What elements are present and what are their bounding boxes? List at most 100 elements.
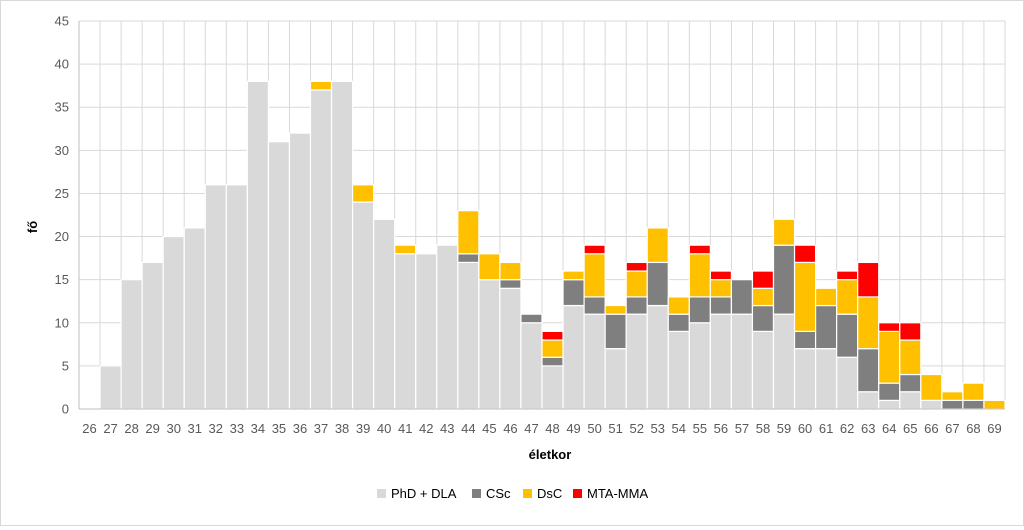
bar-segment	[688, 322, 711, 410]
bar-segment	[899, 373, 922, 393]
legend: PhD + DLA CSc DsC MTA-MMA	[377, 486, 648, 501]
bar-segment	[857, 391, 880, 410]
bar-segment	[604, 304, 627, 315]
x-tick-label: 56	[714, 421, 728, 436]
x-tick-label: 52	[629, 421, 643, 436]
x-tick-label: 26	[82, 421, 96, 436]
bar-segment	[899, 339, 922, 376]
bar-segment	[941, 399, 964, 410]
legend-label: CSc	[486, 486, 511, 501]
y-tick-label: 45	[55, 14, 69, 29]
bar-segment	[920, 399, 943, 410]
bar-segment	[941, 391, 964, 401]
bar-segment	[394, 244, 417, 255]
bar-segment	[857, 348, 880, 393]
bar-segment	[730, 313, 754, 410]
legend-swatch	[472, 489, 481, 498]
bar-segment	[520, 313, 543, 324]
bar-segment	[583, 244, 606, 255]
y-tick-label: 15	[55, 272, 69, 287]
x-tick-label: 45	[482, 421, 496, 436]
bar-segment	[857, 296, 880, 350]
x-tick-label: 66	[924, 421, 938, 436]
y-axis-title: fő	[25, 221, 40, 233]
bar-segment	[583, 296, 606, 315]
bar-segment	[793, 244, 817, 264]
bar-segment	[625, 296, 648, 315]
legend-swatch	[523, 489, 532, 498]
x-tick-label: 37	[314, 421, 328, 436]
bar-segment	[541, 356, 564, 367]
bar-segment	[646, 261, 669, 307]
y-tick-label: 5	[62, 358, 69, 373]
bar-segment	[878, 382, 901, 401]
bar-segment	[688, 244, 711, 255]
x-tick-label: 33	[230, 421, 244, 436]
bar-segment	[499, 261, 522, 281]
x-tick-label: 32	[209, 421, 223, 436]
y-tick-label: 40	[55, 57, 69, 72]
x-tick-label: 59	[777, 421, 791, 436]
bar-segment	[709, 296, 733, 315]
bar-segment	[878, 399, 901, 410]
bar-segment	[141, 261, 164, 410]
x-tick-label: 36	[293, 421, 307, 436]
bar-segment	[457, 261, 480, 410]
bar-segment	[204, 184, 227, 410]
bar-segment	[983, 399, 1006, 410]
bar-segment	[120, 279, 143, 410]
bar-segment	[478, 279, 501, 410]
bar-segment	[457, 210, 480, 255]
bar-segment	[688, 253, 711, 298]
x-tick-label: 41	[398, 421, 412, 436]
bar-segment	[857, 261, 880, 298]
bar-segment	[562, 304, 585, 410]
bar-segment	[267, 141, 291, 410]
bar-segment	[878, 322, 901, 332]
bar-segment	[709, 270, 733, 281]
x-tick-label: 62	[840, 421, 854, 436]
bar-segment	[373, 218, 396, 410]
x-tick-label: 54	[672, 421, 686, 436]
x-tick-label: 42	[419, 421, 433, 436]
bar-segment	[646, 304, 669, 410]
x-tick-label: 34	[251, 421, 265, 436]
bar-segment	[457, 253, 480, 264]
bar-segment	[962, 399, 985, 410]
x-tick-label: 47	[524, 421, 538, 436]
legend-label: MTA-MMA	[587, 486, 648, 501]
bar-segment	[583, 313, 606, 410]
x-tick-label: 44	[461, 421, 475, 436]
bar-segment	[351, 184, 375, 203]
bar-segment	[436, 244, 459, 410]
x-tick-label: 50	[587, 421, 601, 436]
x-tick-label: 55	[693, 421, 707, 436]
bar-segment	[899, 322, 922, 341]
x-tick-label: 39	[356, 421, 370, 436]
x-tick-label: 40	[377, 421, 391, 436]
legend-swatch	[377, 489, 386, 498]
bar-segment	[793, 261, 817, 332]
bar-segment	[793, 330, 817, 350]
bars	[99, 80, 1006, 410]
bar-segment	[415, 253, 438, 410]
axes	[78, 21, 1005, 410]
y-tick-labels: 0 5 10 15 20 25 30 35 40 45	[55, 14, 69, 417]
x-tick-label: 35	[272, 421, 286, 436]
bar-segment	[246, 80, 270, 410]
bar-segment	[667, 296, 690, 315]
bar-segment	[751, 330, 775, 410]
x-tick-label: 49	[566, 421, 580, 436]
bar-segment	[772, 244, 796, 315]
bar-segment	[183, 227, 206, 410]
bar-segment	[162, 235, 185, 410]
bar-segment	[836, 313, 859, 358]
x-tick-label: 38	[335, 421, 349, 436]
x-tick-label: 31	[188, 421, 202, 436]
bar-segment	[899, 391, 922, 410]
bar-segment	[541, 365, 564, 410]
x-tick-label: 57	[735, 421, 749, 436]
bar-segment	[836, 279, 859, 315]
bar-segment	[625, 261, 648, 272]
